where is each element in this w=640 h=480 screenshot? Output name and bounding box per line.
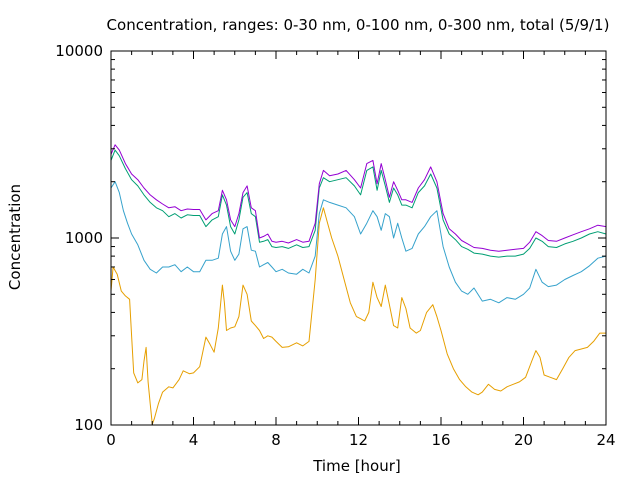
y-axis-title: Concentration — [6, 184, 24, 290]
series-layer — [110, 144, 607, 425]
x-tick-label: 16 — [431, 431, 450, 449]
x-tick-label: 20 — [514, 431, 533, 449]
x-tick-label: 4 — [189, 431, 199, 449]
x-tick-label: 8 — [271, 431, 281, 449]
x-axis-title: Time [hour] — [312, 457, 401, 475]
y-tick-label: 10000 — [55, 42, 103, 60]
y-tick-label: 100 — [74, 416, 103, 434]
series-line-1 — [110, 207, 606, 425]
chart-title: Concentration, ranges: 0-30 nm, 0-100 nm… — [107, 16, 610, 34]
x-tick-label: 12 — [349, 431, 368, 449]
series-line-4 — [110, 144, 607, 252]
series-line-3 — [110, 149, 607, 258]
series-line-2 — [110, 181, 607, 304]
y-tick-label: 1000 — [65, 229, 103, 247]
ticks-layer: 0 4 8 12 16 20 24 100 1000 10000 — [55, 42, 615, 449]
x-tick-label: 24 — [596, 431, 615, 449]
x-tick-label: 0 — [106, 431, 116, 449]
